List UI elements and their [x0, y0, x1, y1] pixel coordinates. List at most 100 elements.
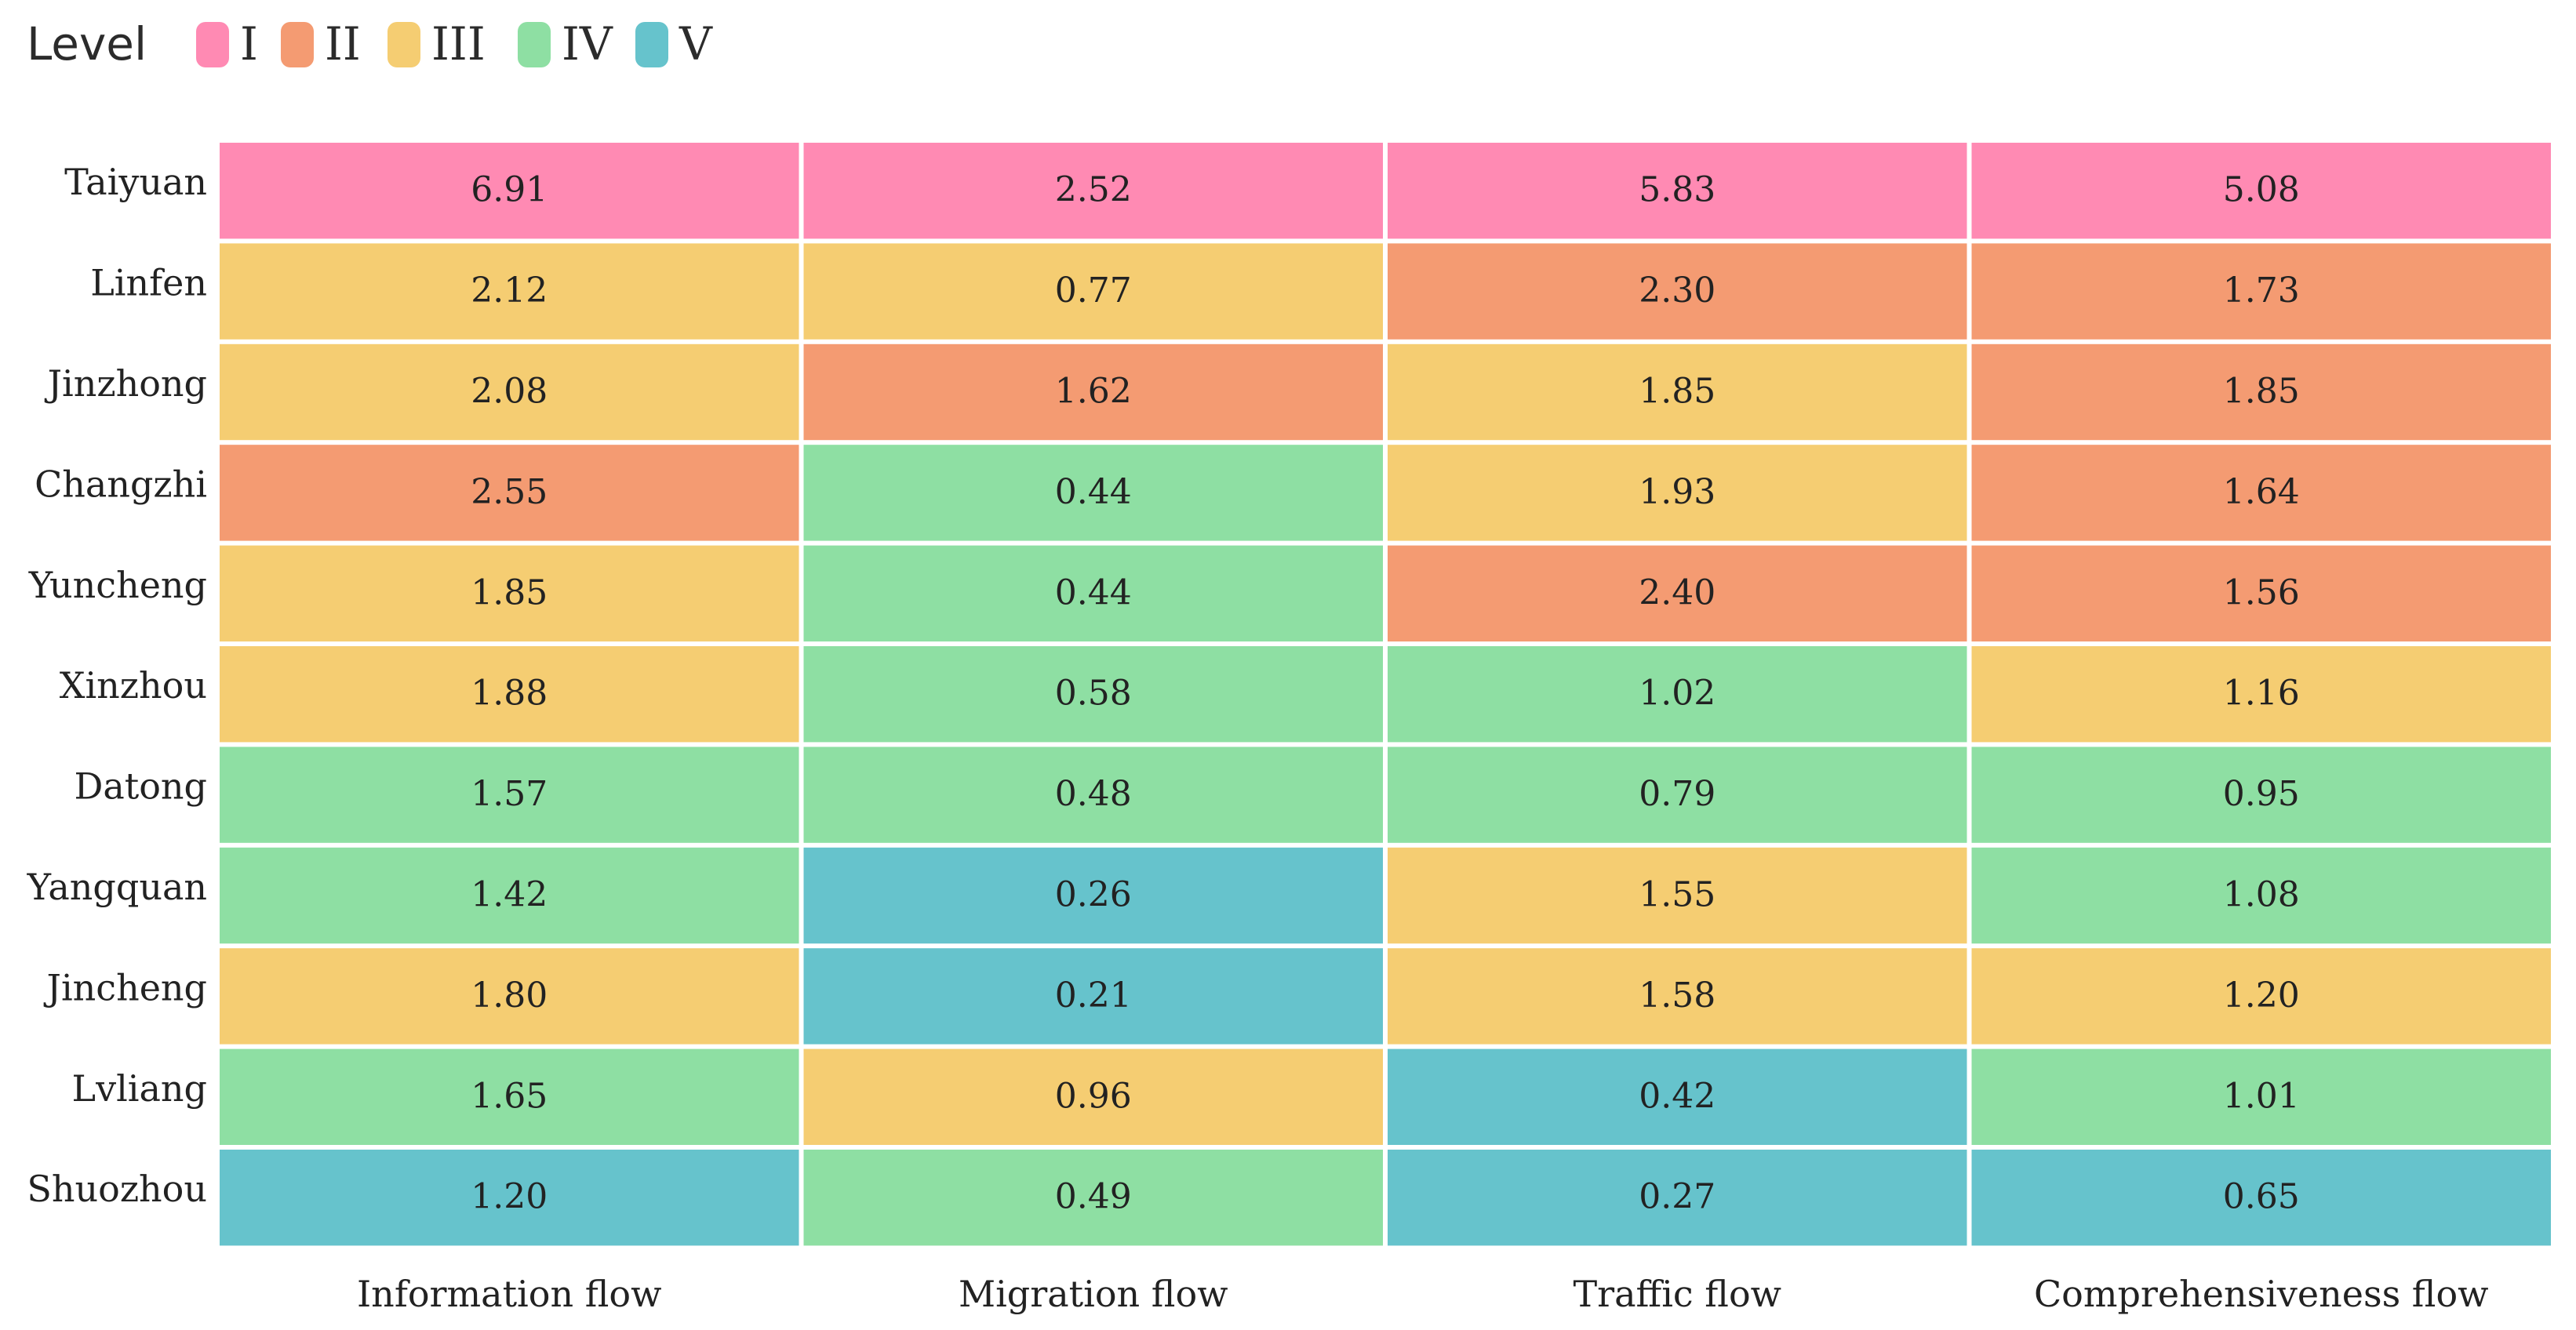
- cell-value: 1.16: [2223, 674, 2300, 714]
- column-labels: Information flow Migration flow Traffic fl…: [357, 1273, 2489, 1315]
- row-label-yuncheng: Yuncheng: [28, 564, 207, 606]
- legend-swatch-level-II: [281, 22, 314, 67]
- cell-value: 5.08: [2223, 170, 2300, 210]
- cell-value: 1.85: [471, 572, 548, 612]
- legend-label-level-V: V: [679, 17, 713, 71]
- cell-jincheng-0-level-III: [220, 948, 799, 1045]
- column-label-information-flow: Information flow: [357, 1273, 661, 1315]
- cell-yuncheng-1-level-IV: [803, 545, 1383, 641]
- cell-linfen-3-level-II: [1971, 243, 2551, 340]
- cell-lvliang-1-level-III: [803, 1048, 1383, 1145]
- cell-taiyuan-1-level-I: [803, 143, 1383, 239]
- cell-xinzhou-3-level-III: [1971, 646, 2551, 743]
- cell-value: 0.79: [1639, 774, 1716, 814]
- row-label-changzhi: Changzhi: [35, 463, 207, 505]
- legend-label-level-II: II: [325, 17, 361, 71]
- cell-lvliang-0-level-IV: [220, 1048, 799, 1145]
- cell-value: 1.64: [2223, 472, 2300, 512]
- cell-value: 1.20: [471, 1177, 548, 1217]
- row-label-shuozhou: Shuozhou: [27, 1168, 207, 1210]
- cell-changzhi-3-level-II: [1971, 445, 2551, 541]
- cell-value: 5.83: [1639, 170, 1716, 210]
- cell-value: 2.12: [471, 271, 548, 311]
- cell-taiyuan-0-level-I: [220, 143, 799, 239]
- row-label-linfen: Linfen: [90, 262, 207, 304]
- legend-swatch-level-I: [196, 22, 229, 67]
- cell-jincheng-2-level-III: [1388, 948, 1967, 1045]
- cell-linfen-1-level-III: [803, 243, 1383, 340]
- cell-value: 0.49: [1055, 1177, 1132, 1217]
- cell-value: 1.56: [2223, 572, 2300, 612]
- cell-datong-3-level-IV: [1971, 747, 2551, 843]
- row-label-jincheng: Jincheng: [44, 966, 207, 1008]
- cell-value: 0.77: [1055, 271, 1132, 311]
- legend-swatch-level-V: [635, 22, 668, 67]
- cell-changzhi-2-level-III: [1388, 445, 1967, 541]
- cell-value: 0.44: [1055, 572, 1132, 612]
- cell-taiyuan-2-level-I: [1388, 143, 1967, 239]
- cell-xinzhou-2-level-IV: [1388, 646, 1967, 743]
- cell-value: 1.08: [2223, 875, 2300, 915]
- legend-label-level-I: I: [240, 17, 258, 71]
- cell-value: 1.62: [1055, 372, 1132, 412]
- cell-xinzhou-1-level-IV: [803, 646, 1383, 743]
- legend-swatch-level-III: [387, 22, 420, 67]
- row-label-yangquan: Yangquan: [27, 866, 207, 908]
- cell-value: 2.08: [471, 372, 548, 412]
- legend-label-level-III: III: [431, 17, 486, 71]
- cell-value: 0.58: [1055, 674, 1132, 714]
- cell-jinzhong-0-level-III: [220, 343, 799, 441]
- cell-value: 1.55: [1639, 875, 1716, 915]
- cell-value: 0.21: [1055, 976, 1132, 1016]
- cell-linfen-2-level-II: [1388, 243, 1967, 340]
- cell-value: 0.48: [1055, 774, 1132, 814]
- cell-value: 1.88: [471, 674, 548, 714]
- cell-value: 0.44: [1055, 472, 1132, 512]
- cell-jincheng-3-level-III: [1971, 948, 2551, 1045]
- cell-value: 2.52: [1055, 170, 1132, 210]
- cell-value: 1.85: [2223, 372, 2300, 412]
- cell-value: 1.65: [471, 1076, 548, 1116]
- cell-changzhi-1-level-IV: [803, 445, 1383, 541]
- cell-value: 6.91: [471, 170, 548, 210]
- row-labels: Taiyuan Linfen Jinzhong Changzhi Yuncheng Xin…: [27, 161, 207, 1210]
- cell-shuozhou-2-level-V: [1388, 1150, 1967, 1246]
- cell-shuozhou-0-level-V: [220, 1150, 799, 1246]
- legend-title: Level: [27, 17, 147, 71]
- legend: Level I II III IV V: [27, 17, 713, 71]
- cell-datong-1-level-IV: [803, 747, 1383, 843]
- cell-datong-0-level-IV: [220, 747, 799, 843]
- row-label-xinzhou: Xinzhou: [60, 664, 207, 707]
- column-label-traffic-flow: Traffic flow: [1573, 1273, 1781, 1315]
- cell-value: 2.55: [471, 472, 548, 512]
- cell-shuozhou-1-level-IV: [803, 1150, 1383, 1246]
- cell-yangquan-2-level-III: [1388, 847, 1967, 944]
- cell-value: 1.85: [1639, 372, 1716, 412]
- row-label-jinzhong: Jinzhong: [45, 362, 207, 405]
- cell-lvliang-2-level-V: [1388, 1048, 1967, 1145]
- cell-shuozhou-3-level-V: [1971, 1150, 2551, 1246]
- cell-value: 1.01: [2223, 1076, 2300, 1116]
- cell-value: 1.73: [2223, 271, 2300, 311]
- cell-xinzhou-0-level-III: [220, 646, 799, 743]
- cell-value: 1.58: [1639, 976, 1716, 1016]
- cell-taiyuan-3-level-I: [1971, 143, 2551, 239]
- cell-jinzhong-3-level-II: [1971, 343, 2551, 441]
- cell-linfen-0-level-III: [220, 243, 799, 340]
- cell-value: 1.93: [1639, 472, 1716, 512]
- cell-value: 0.42: [1639, 1076, 1716, 1116]
- row-label-datong: Datong: [74, 765, 207, 808]
- cell-jincheng-1-level-V: [803, 948, 1383, 1045]
- heatmap-grid: 6.91 2.52 5.83 5.08 2.12 0.77 2.30 1.73 2.08 1.62…: [220, 143, 2551, 1246]
- cell-lvliang-3-level-IV: [1971, 1048, 2551, 1145]
- cell-value: 2.30: [1639, 271, 1716, 311]
- row-label-taiyuan: Taiyuan: [64, 161, 207, 203]
- cell-jinzhong-1-level-II: [803, 343, 1383, 441]
- cell-yuncheng-2-level-II: [1388, 545, 1967, 641]
- cell-value: 0.26: [1055, 875, 1132, 915]
- row-label-lvliang: Lvliang: [72, 1067, 207, 1110]
- cell-value: 1.57: [471, 774, 548, 814]
- cell-datong-2-level-IV: [1388, 747, 1967, 843]
- cell-value: 1.80: [471, 976, 548, 1016]
